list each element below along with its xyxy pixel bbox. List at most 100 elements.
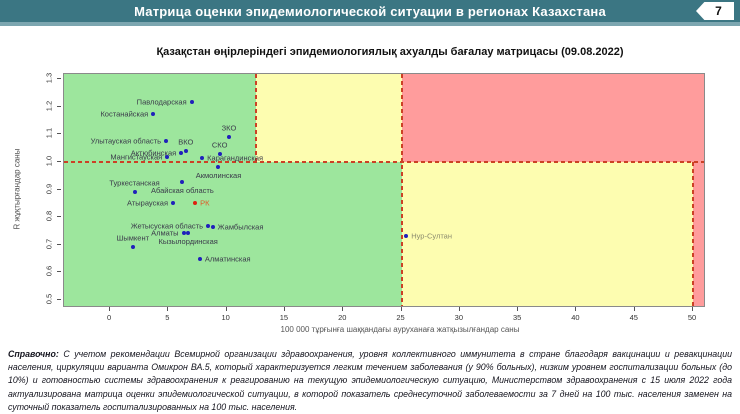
x-tick-label: 30 (454, 313, 464, 322)
page-number: 7 (715, 4, 722, 18)
footnote-lead: Справочно: (8, 349, 59, 359)
y-tick-label: 1.0 (44, 155, 54, 167)
x-tick-mark (283, 307, 285, 311)
page-number-badge: 7 (696, 2, 734, 20)
data-point-label: Улытауская область (90, 136, 162, 146)
data-point-region (226, 134, 231, 139)
x-tick-mark (225, 307, 227, 311)
x-tick-mark (109, 307, 111, 311)
data-point-label: РК (200, 198, 210, 208)
data-point-label: Кызылординская (158, 237, 218, 247)
header-accent-strip (0, 22, 740, 26)
data-point-label: Актюбинская (130, 148, 177, 158)
y-tick-label: 1.2 (44, 100, 54, 112)
data-point-region (151, 112, 156, 117)
x-tick-mark (517, 307, 519, 311)
y-tick-label: 0.5 (44, 293, 54, 305)
y-tick-mark (57, 161, 61, 162)
y-tick-mark (57, 105, 61, 107)
x-tick-mark (633, 307, 635, 311)
plot-area: Павлодарская Костанайская ЗКО Улытауская об… (63, 73, 705, 307)
y-tick-label: 0.8 (44, 210, 54, 222)
y-tick-label: 0.9 (44, 183, 54, 194)
data-point-region (200, 156, 205, 161)
y-tick-mark (57, 298, 61, 300)
data-point-label: СКО (211, 140, 228, 150)
data-point-region (404, 234, 409, 239)
data-point-label: Туркестанская (109, 178, 160, 188)
data-point-region (171, 201, 176, 206)
data-point-region (130, 244, 135, 249)
x-tick-mark (692, 307, 694, 311)
data-point-label: Жетысуская область (130, 221, 203, 231)
data-point-region (197, 257, 202, 262)
y-tick-mark (57, 243, 61, 245)
data-point-label: ЗКО (221, 123, 237, 133)
zone-lower-green (64, 162, 402, 306)
x-tick-label: 10 (221, 313, 230, 322)
x-tick-mark (458, 307, 460, 311)
y-tick-label: 1.1 (44, 128, 54, 139)
x-tick-label: 15 (279, 313, 289, 322)
data-point-label: Алматы (151, 228, 179, 238)
x-tick-label: 0 (106, 313, 112, 322)
y-tick-mark (57, 188, 61, 190)
y-tick-mark (57, 78, 61, 80)
x-tick-mark (575, 307, 577, 311)
data-point-region (216, 164, 221, 169)
x-tick-label: 20 (338, 313, 347, 322)
data-point-region (210, 225, 215, 230)
data-point-region (179, 151, 184, 156)
data-point-label: Алматинская (204, 254, 251, 264)
data-point-region (205, 224, 210, 228)
x-tick-mark (167, 307, 169, 311)
data-point-region (181, 231, 186, 236)
data-point-label: Нур-Султан (411, 231, 452, 241)
data-point-rk (193, 201, 198, 206)
zone-upper-green (64, 74, 256, 162)
y-axis-label: R жұқтырғандар саны (12, 148, 22, 230)
zone-upper-red (401, 74, 704, 162)
data-point-region (189, 99, 194, 104)
threshold-line-lower-50 (692, 162, 695, 306)
data-point-label: Мангистауская (110, 152, 163, 161)
data-point-label: Жамбылская (217, 222, 264, 232)
y-tick-label: 0.7 (44, 238, 54, 249)
y-tick-mark (57, 216, 61, 218)
footnote: Справочно: С учетом рекомендации Всемирн… (8, 348, 732, 414)
data-point-region (180, 179, 185, 184)
data-point-region (132, 189, 137, 194)
x-tick-label: 25 (396, 313, 405, 322)
zone-upper-yellow (255, 74, 402, 162)
data-point-label: Павлодарская (136, 97, 187, 107)
data-point-region (165, 154, 170, 159)
data-point-region (186, 231, 191, 236)
data-point-region (164, 139, 169, 144)
data-point-label: ВКО (178, 137, 194, 147)
x-tick-label: 40 (571, 313, 580, 322)
y-tick-label: 0.6 (44, 266, 54, 277)
data-point-label: Акмолинская (195, 170, 242, 180)
y-tick-label: 1.3 (44, 73, 54, 84)
x-tick-mark (342, 307, 344, 311)
data-point-region (217, 152, 222, 156)
data-point-region (183, 148, 188, 153)
y-tick-mark (57, 271, 61, 273)
data-point-label: Атырауская (127, 198, 169, 208)
data-point-label: Шымкент (116, 233, 150, 243)
chart-title: Қазақстан өңірлеріндегі эпидемиологиялық… (156, 46, 624, 58)
data-point-label: Карагандинская (207, 153, 264, 163)
data-point-label: Костанайская (100, 109, 149, 119)
x-tick-label: 45 (629, 313, 638, 322)
x-axis-label: 100 000 тұрғынға шаққандағы ауруханаға ж… (280, 325, 520, 334)
threshold-line-upper-12-5 (254, 74, 257, 162)
epidemiological-matrix-chart: Павлодарская Костанайская ЗКО Улытауская об… (12, 73, 705, 334)
threshold-line-25 (400, 74, 403, 306)
x-tick-label: 35 (512, 313, 522, 322)
x-tick-label: 50 (687, 313, 697, 322)
slide-title: Матрица оценки эпидемиологической ситуац… (134, 3, 606, 19)
threshold-line-r (64, 161, 704, 163)
y-tick-mark (57, 133, 61, 135)
data-point-label: Абайская область (150, 185, 214, 195)
slide-header: Матрица оценки эпидемиологической ситуац… (0, 0, 740, 22)
